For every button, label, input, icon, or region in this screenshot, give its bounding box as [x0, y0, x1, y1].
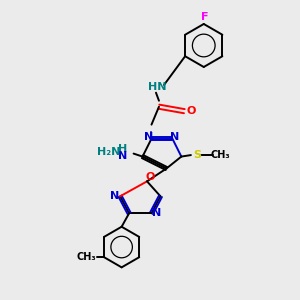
Text: HN: HN	[148, 82, 167, 92]
Text: O: O	[146, 172, 155, 182]
Text: O: O	[186, 106, 196, 116]
Text: CH₃: CH₃	[76, 252, 96, 262]
Text: S: S	[194, 150, 202, 160]
Text: H: H	[118, 143, 127, 154]
Text: F: F	[201, 12, 208, 22]
Text: H₂N: H₂N	[97, 147, 120, 157]
Text: N: N	[110, 191, 119, 201]
Text: CH₃: CH₃	[210, 150, 230, 160]
Text: N: N	[118, 151, 127, 161]
Text: N: N	[152, 208, 161, 218]
Text: N: N	[145, 132, 154, 142]
Text: N: N	[170, 132, 179, 142]
